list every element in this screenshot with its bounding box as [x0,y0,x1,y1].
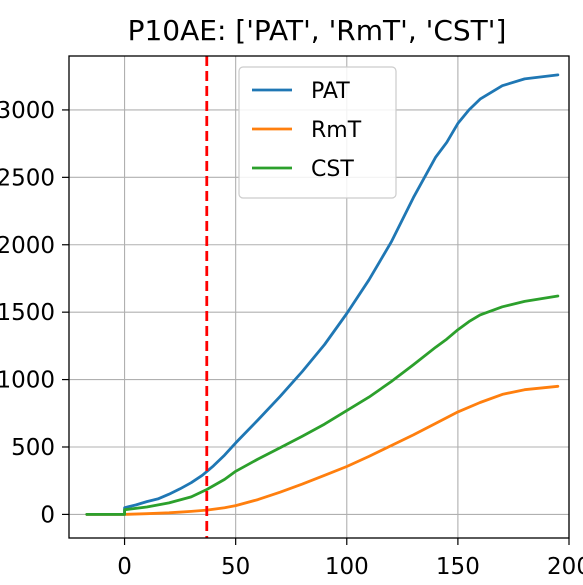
y-tick-label: 2500 [0,165,55,191]
legend: PAT RmT CST [238,66,397,199]
axis-ticks: 050100150200050010001500200025003000 [0,98,583,580]
y-tick-label: 1000 [0,368,55,394]
series-line-cst [85,294,560,516]
series-line-rmt [85,384,560,516]
y-tick-label: 0 [40,502,55,528]
chart-title: P10AE: ['PAT', 'RmT', 'CST'] [128,14,507,47]
series-line-pat [85,73,560,516]
series-lines [85,73,560,516]
y-tick-label: 2000 [0,233,55,259]
x-tick-label: 50 [221,554,250,580]
x-tick-label: 100 [325,554,369,580]
legend-label: CST [311,157,354,182]
y-tick-label: 3000 [0,98,55,124]
legend-label: PAT [311,79,350,104]
plot-frame [68,55,570,539]
legend-box [238,66,397,199]
y-tick-label: 1500 [0,300,55,326]
y-tick-label: 500 [11,435,55,461]
x-tick-label: 0 [117,554,132,580]
x-tick-label: 150 [436,554,480,580]
legend-label: RmT [311,118,362,143]
x-tick-label: 200 [547,554,583,580]
